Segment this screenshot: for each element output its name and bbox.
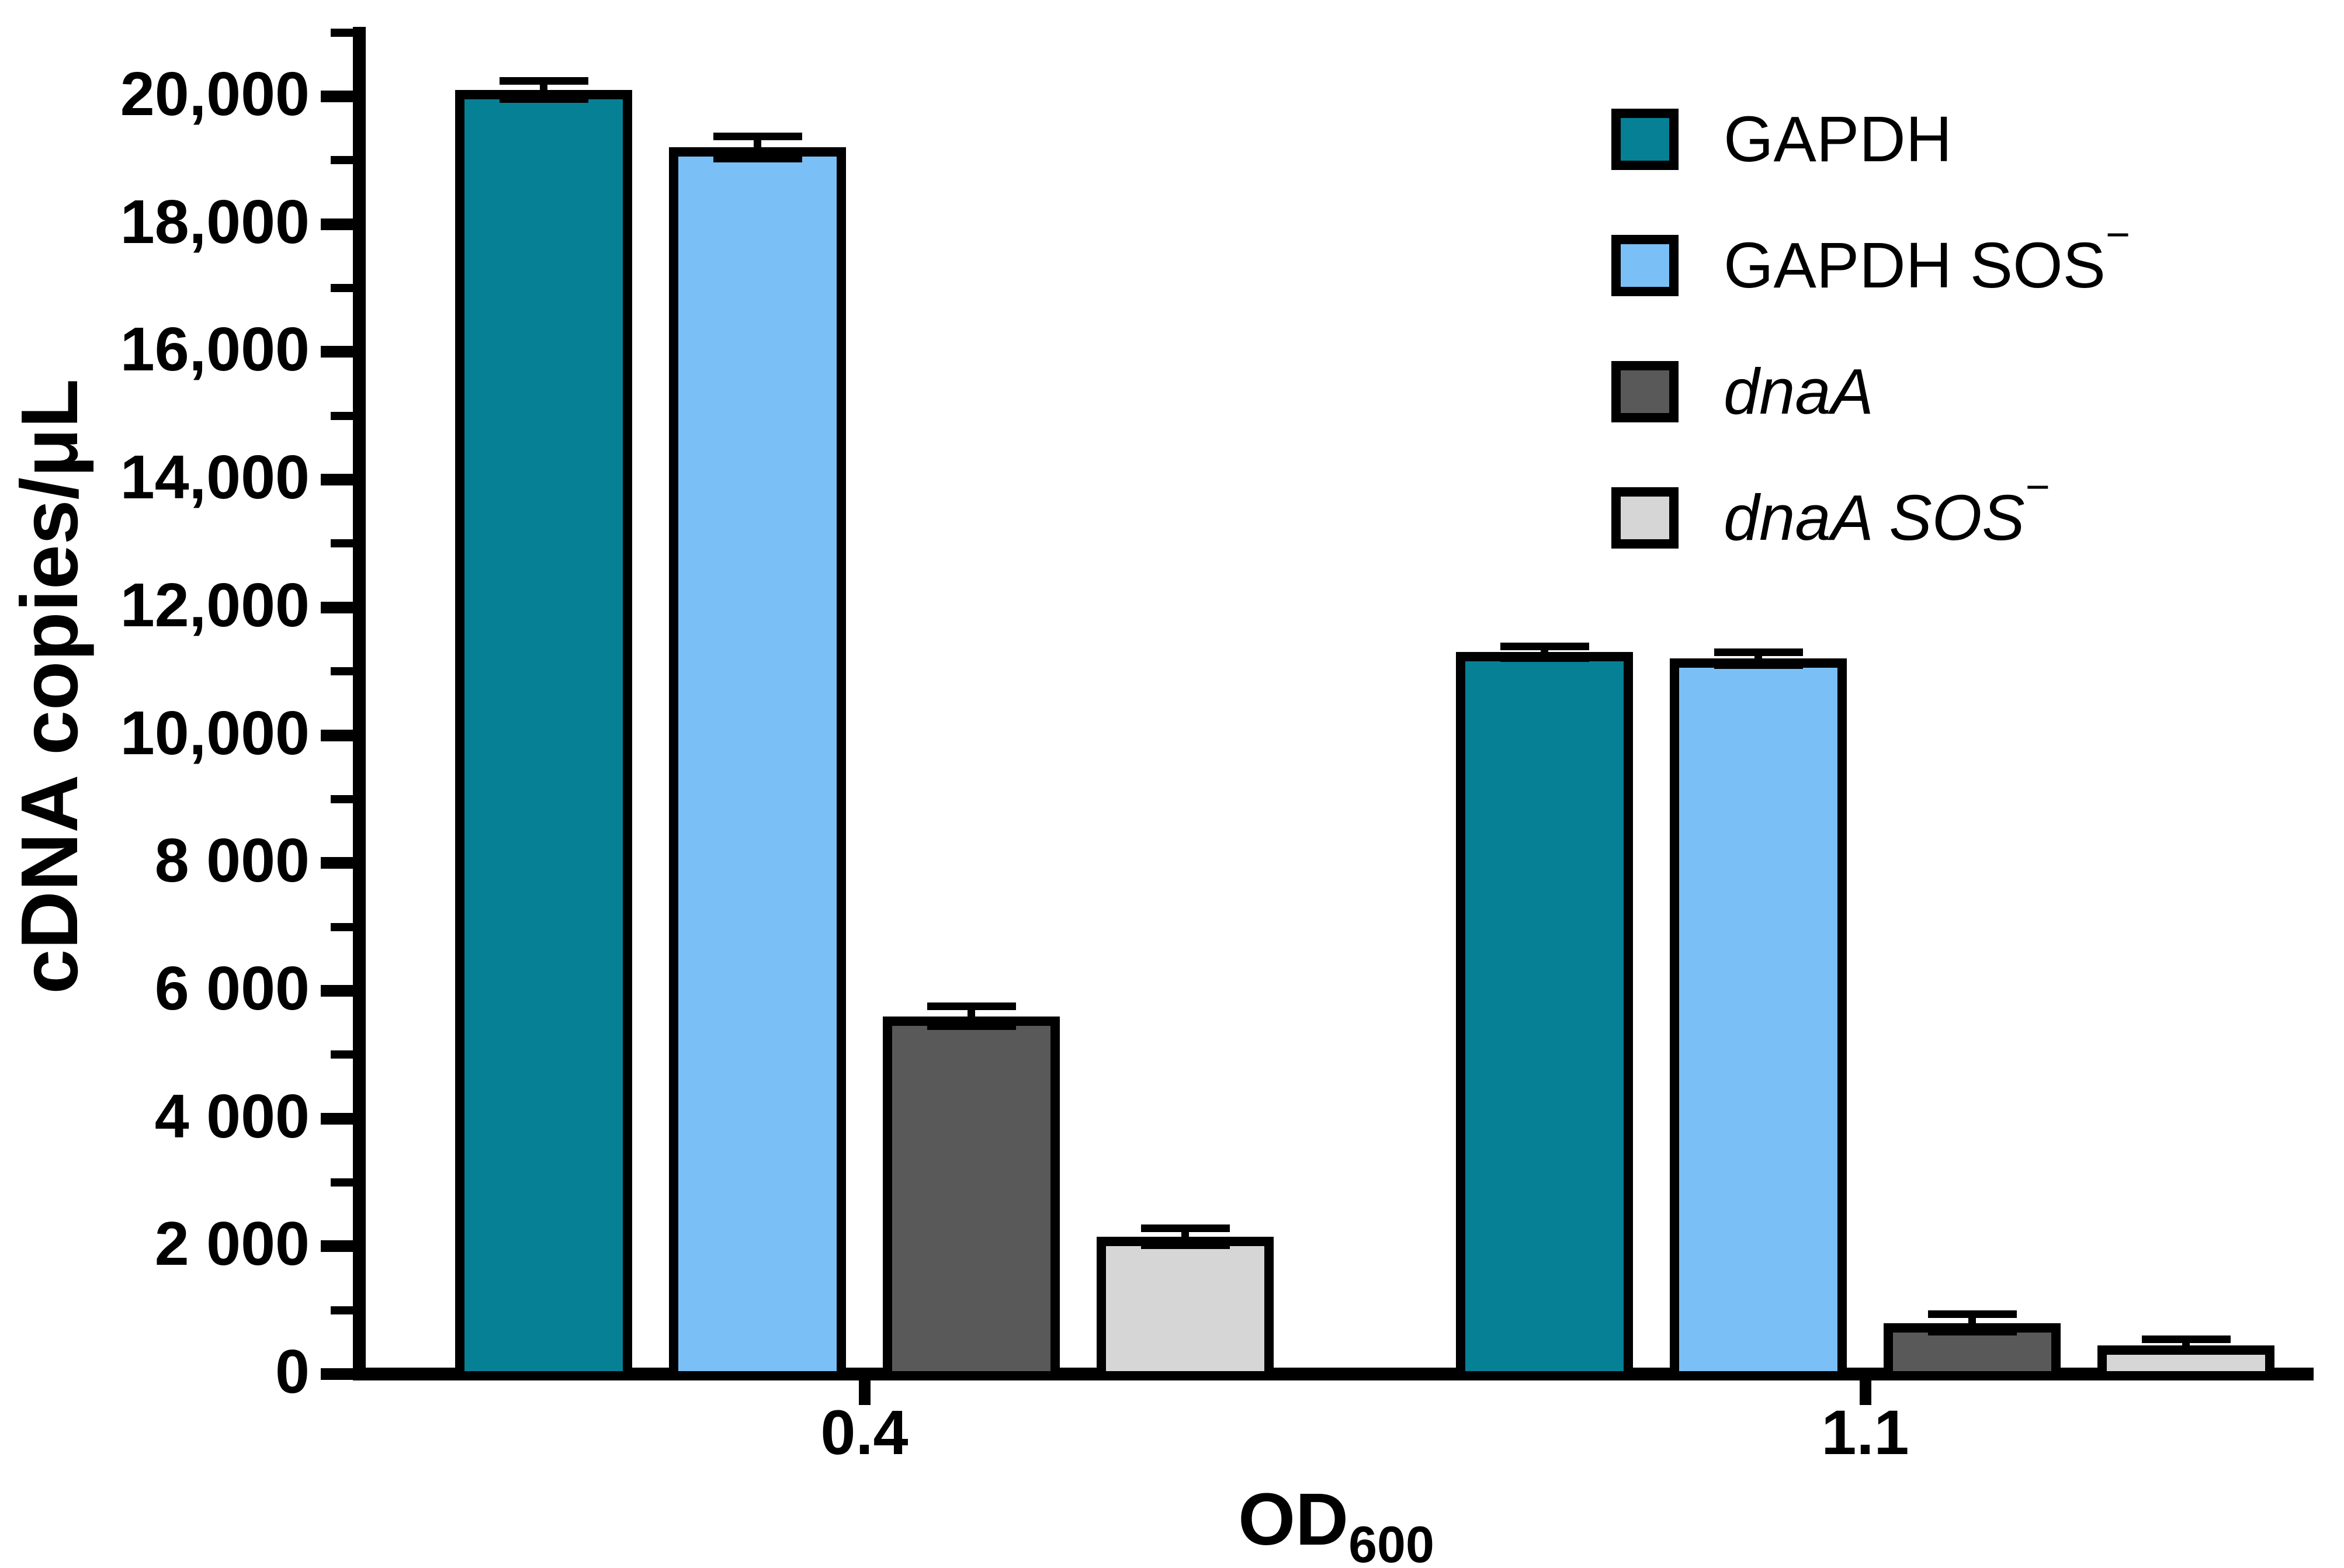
y-minor-tick — [331, 156, 353, 164]
error-bar-cap-top — [1714, 648, 1803, 656]
y-tick-label: 20,000 — [120, 59, 310, 129]
y-minor-tick — [331, 667, 353, 675]
bar-gapdh-0.4 — [455, 90, 632, 1380]
y-tick-label: 2 000 — [154, 1209, 310, 1278]
y-minor-tick — [331, 1050, 353, 1059]
legend-swatch — [1611, 487, 1679, 549]
bar-gapdh-sos-1.1 — [1670, 658, 1847, 1380]
legend-swatch — [1611, 361, 1679, 422]
y-tick-label: 16,000 — [120, 314, 310, 384]
legend-label-superscript: − — [2024, 464, 2050, 511]
y-tick-label: 14,000 — [120, 442, 310, 512]
legend-label-superscript: − — [2106, 211, 2131, 259]
bar-gapdh-sos-0.4 — [669, 147, 846, 1380]
y-tick-label: 8 000 — [154, 825, 310, 895]
legend-swatch — [1611, 235, 1679, 296]
y-minor-tick — [331, 795, 353, 803]
bar-dnaa-0.4 — [883, 1017, 1060, 1380]
x-tick-label: 0.4 — [820, 1397, 909, 1468]
error-bar-cap-bottom — [2141, 1347, 2231, 1355]
y-major-tick — [321, 218, 353, 230]
error-bar-cap-top — [2141, 1335, 2231, 1343]
x-tick-label: 1.1 — [1821, 1397, 1909, 1468]
legend-label: dnaA SOS− — [1724, 464, 2050, 554]
error-bar-cap-bottom — [1927, 1328, 2017, 1335]
error-bar-cap-bottom — [927, 1022, 1016, 1030]
x-axis-title: OD600 — [1238, 1483, 1434, 1568]
error-bar-cap-bottom — [1140, 1241, 1230, 1249]
y-minor-tick — [331, 1178, 353, 1187]
y-tick-label: 6 000 — [154, 953, 310, 1023]
y-minor-tick — [331, 412, 353, 420]
error-bar-cap-bottom — [713, 155, 802, 162]
y-tick-label: 4 000 — [154, 1081, 310, 1151]
legend-label: GAPDH SOS− — [1724, 211, 2131, 301]
error-bar-cap-top — [1140, 1224, 1230, 1232]
y-tick-label: 12,000 — [120, 570, 310, 640]
bar-dnaa-sos-0.4 — [1097, 1237, 1274, 1380]
legend-label: GAPDH — [1724, 103, 1953, 175]
y-minor-tick — [331, 284, 353, 292]
y-major-tick — [321, 474, 353, 485]
y-major-tick — [321, 346, 353, 358]
y-tick-label: 10,000 — [120, 698, 310, 768]
legend-label: dnaA — [1724, 355, 1874, 428]
error-bar-cap-top — [499, 77, 588, 85]
y-major-tick — [321, 985, 353, 997]
error-bar-cap-bottom — [1500, 654, 1589, 662]
y-axis-spine — [353, 27, 366, 1380]
y-minor-tick — [331, 539, 353, 547]
x-tick — [858, 1380, 871, 1405]
y-major-tick — [321, 1240, 353, 1252]
y-tick-label: 0 — [275, 1337, 310, 1406]
y-major-tick — [321, 1113, 353, 1125]
y-major-tick — [321, 857, 353, 869]
y-minor-tick — [331, 29, 353, 37]
x-axis-title-base: OD — [1238, 1478, 1349, 1560]
x-axis-title-subscript: 600 — [1348, 1515, 1434, 1568]
error-bar-cap-top — [927, 1002, 1016, 1010]
y-minor-tick — [331, 923, 353, 931]
y-major-tick — [321, 730, 353, 741]
error-bar-cap-bottom — [499, 95, 588, 103]
y-major-tick — [321, 602, 353, 613]
x-tick — [1859, 1380, 1871, 1405]
y-tick-label: 18,000 — [120, 187, 310, 256]
y-minor-tick — [331, 1306, 353, 1314]
error-bar-cap-top — [1927, 1310, 2017, 1318]
error-bar-cap-top — [713, 133, 802, 140]
y-major-tick — [321, 91, 353, 102]
error-bar-cap-bottom — [1714, 661, 1803, 669]
legend-swatch — [1611, 109, 1679, 170]
y-major-tick — [321, 1368, 353, 1380]
error-bar-cap-top — [1500, 643, 1589, 650]
